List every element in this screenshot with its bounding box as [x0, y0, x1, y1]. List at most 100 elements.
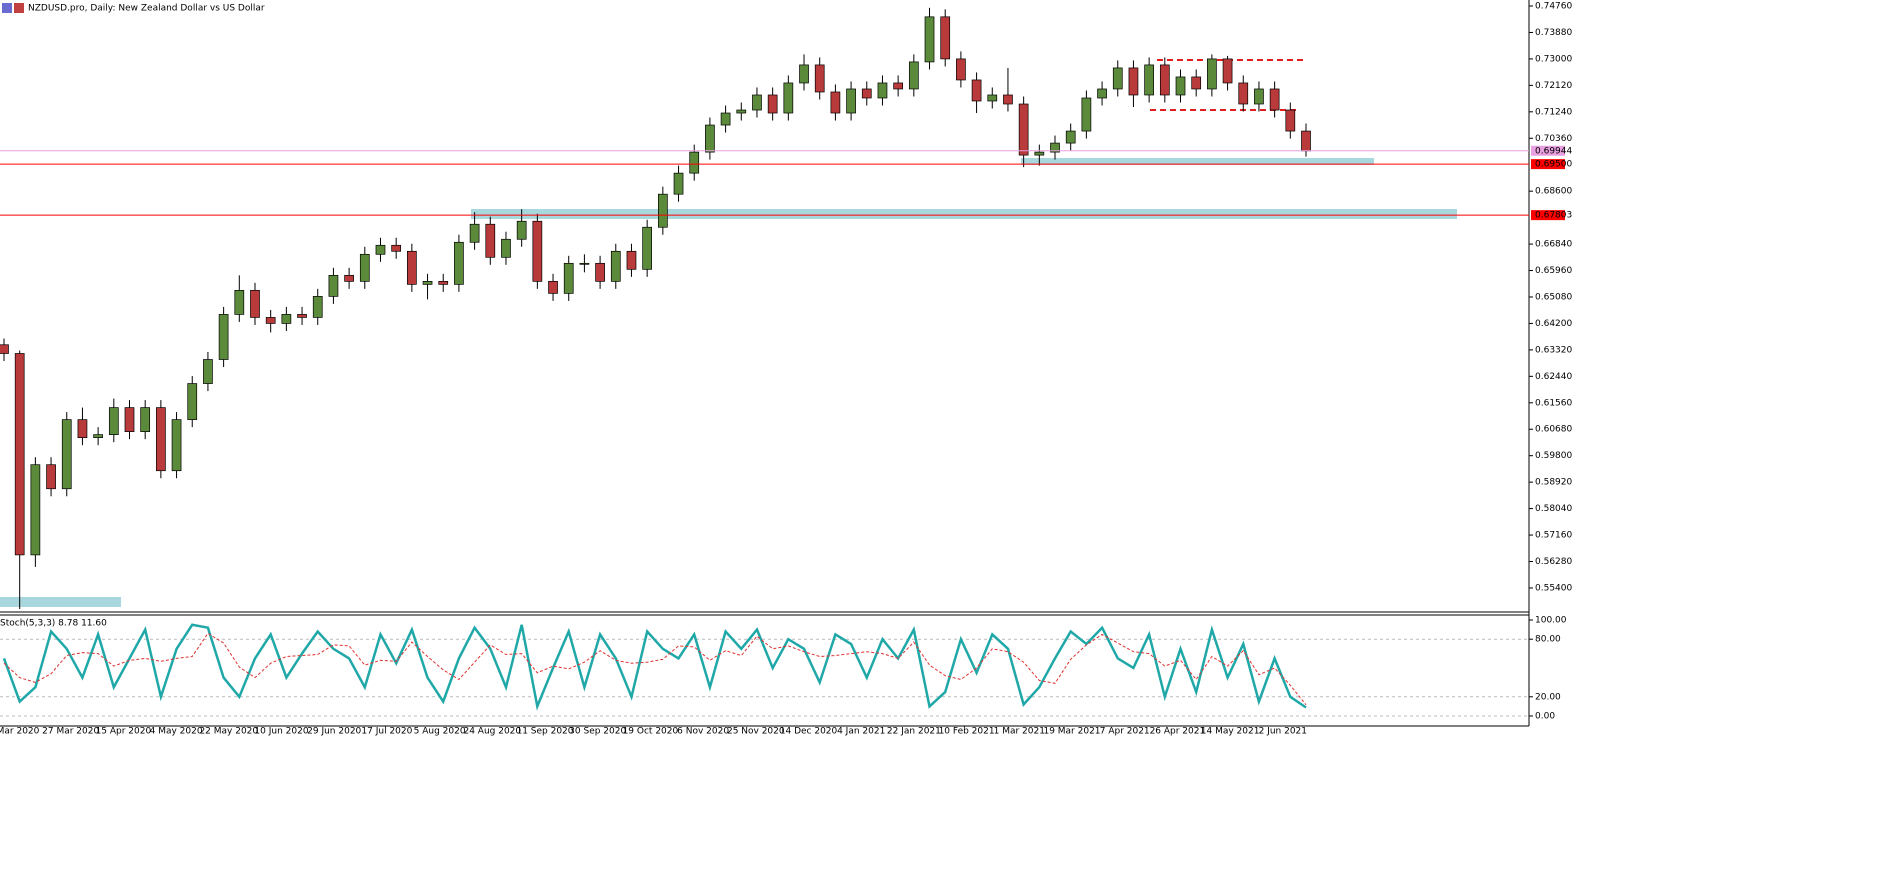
candle-body	[93, 434, 103, 439]
candle-body	[234, 290, 245, 315]
y-tick-label: 0.74760	[1535, 2, 1572, 12]
y-tick-label: 80.00	[1535, 635, 1561, 645]
candle-body	[407, 250, 417, 285]
candle-body	[203, 359, 213, 384]
x-tick-label: 14 May 2021	[1201, 727, 1260, 737]
x-tick-label: 19 Mar 2021	[1043, 727, 1100, 737]
x-tick-label: 7 Apr 2021	[1100, 727, 1150, 737]
icon	[14, 3, 24, 13]
level-label: 0.67803	[1535, 211, 1572, 221]
candle-body	[830, 91, 841, 114]
candle-body	[1159, 64, 1170, 96]
candle-body	[752, 94, 762, 111]
candle-body	[312, 296, 323, 318]
x-tick-label: 2 Jun 2021	[1259, 727, 1307, 737]
level-label: 0.69500	[1535, 160, 1572, 170]
x-tick-label: 24 Aug 2020	[463, 727, 521, 737]
candle-body	[265, 317, 276, 324]
candle-body	[783, 82, 794, 114]
candle-body	[375, 244, 386, 255]
candle-body	[1003, 94, 1013, 105]
y-tick-label: 0.57160	[1535, 531, 1572, 541]
x-tick-label: 10 Jun 2020	[254, 727, 308, 737]
y-tick-label: 0.63320	[1535, 345, 1572, 355]
candle-body	[987, 94, 998, 102]
candle-body	[532, 220, 543, 282]
candle-body	[422, 281, 433, 285]
candle-body	[877, 82, 888, 99]
candle-body	[799, 64, 809, 84]
x-tick-label: 4 Jan 2021	[837, 727, 885, 737]
x-tick-label: 22 May 2020	[199, 727, 258, 737]
candle-body	[956, 58, 966, 81]
candle-body	[705, 124, 715, 153]
candle-body	[516, 220, 527, 240]
level-label: 0.69944	[1535, 146, 1572, 156]
y-tick-label: 0.58920	[1535, 478, 1572, 488]
candle-body	[77, 419, 88, 439]
y-tick-label: 0.00	[1535, 711, 1555, 721]
candle-body	[720, 112, 731, 126]
y-tick-label: 0.56280	[1535, 557, 1572, 567]
x-tick-label: 25 Nov 2020	[727, 727, 785, 737]
candle-body	[1128, 67, 1139, 96]
candle-body	[1034, 151, 1045, 156]
x-tick-label: 17 Jul 2020	[361, 727, 412, 737]
candle-body	[579, 262, 590, 265]
x-tick-label: 22 Jan 2021	[887, 727, 941, 737]
candle-body	[893, 82, 903, 90]
candle-body	[1050, 142, 1060, 153]
candle-body	[344, 274, 354, 282]
y-tick-label: 0.73000	[1535, 54, 1572, 64]
x-tick-label: 27 Mar 2020	[42, 727, 99, 737]
candle-body	[971, 79, 982, 102]
candle-body	[1018, 103, 1029, 156]
candle-body	[689, 151, 700, 174]
y-tick-label: 0.65960	[1535, 266, 1572, 276]
x-tick-label: 4 May 2020	[150, 727, 203, 737]
y-tick-label: 0.62440	[1535, 372, 1572, 382]
y-tick-label: 0.66840	[1535, 240, 1572, 250]
chart-title: NZDUSD.pro, Daily: New Zealand Dollar vs…	[28, 4, 265, 14]
indicator-line	[3, 632, 1307, 706]
candle-body	[218, 314, 229, 360]
candle-body	[297, 314, 307, 318]
x-tick-label: 14 Dec 2020	[780, 727, 838, 737]
y-tick-label: 0.68600	[1535, 187, 1572, 197]
y-tick-label: 0.61560	[1535, 398, 1572, 408]
candle-body	[1081, 97, 1092, 132]
candle-body	[250, 290, 260, 318]
candle-body	[1285, 109, 1296, 132]
candle-body	[940, 16, 951, 60]
icon	[2, 3, 12, 13]
candle-body	[156, 407, 166, 472]
x-tick-label: 5 Aug 2020	[414, 727, 466, 737]
candle-body	[61, 419, 72, 490]
candle-body	[736, 109, 747, 114]
y-tick-label: 0.70360	[1535, 134, 1572, 144]
level-label-bg	[1531, 145, 1565, 156]
x-tick-label: 11 Sep 2020	[516, 727, 573, 737]
candle-body	[563, 262, 574, 294]
candle-body	[642, 226, 653, 270]
candle-body	[0, 344, 9, 354]
candle-body	[46, 464, 56, 490]
x-tick-label: 19 Oct 2020	[623, 727, 679, 737]
x-tick-label: 29 Jun 2020	[307, 727, 361, 737]
candle-body	[140, 407, 151, 432]
candle-body	[359, 253, 370, 282]
candle-body	[485, 223, 496, 258]
candle-body	[1112, 67, 1123, 90]
x-tick-label: 6 Nov 2020	[677, 727, 729, 737]
x-tick-label: Mar 2020	[0, 727, 40, 737]
y-tick-label: 0.58040	[1535, 504, 1572, 514]
candle-body	[924, 16, 935, 63]
candle-body	[501, 238, 511, 258]
candle-body	[108, 407, 119, 436]
candle-body	[626, 250, 637, 270]
candle-body	[14, 353, 25, 556]
x-tick-label: 26 Apr 2021	[1150, 727, 1206, 737]
